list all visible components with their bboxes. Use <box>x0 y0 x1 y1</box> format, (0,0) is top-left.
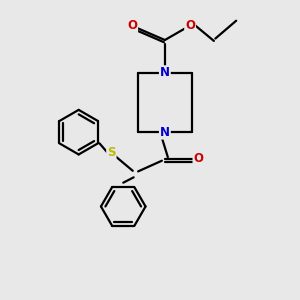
Text: O: O <box>127 19 137 32</box>
Text: O: O <box>185 19 195 32</box>
Text: O: O <box>194 152 203 165</box>
Text: N: N <box>160 126 170 139</box>
Text: S: S <box>107 146 116 160</box>
Text: N: N <box>160 66 170 79</box>
